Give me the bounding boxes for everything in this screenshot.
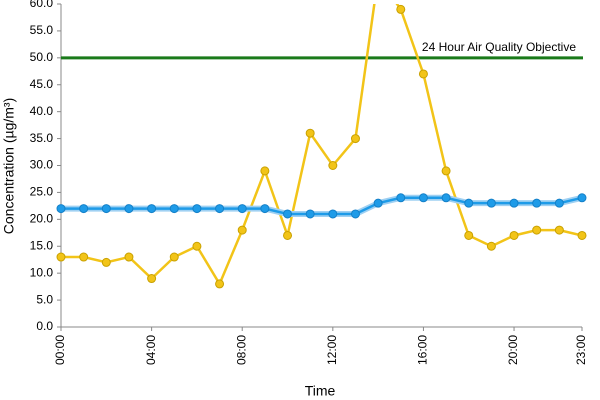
y-tick-label: 5.0	[36, 292, 53, 306]
data-point	[260, 204, 270, 214]
y-tick-label: 10.0	[30, 265, 54, 279]
data-point	[350, 209, 360, 219]
data-point	[192, 241, 202, 251]
y-tick-label: 25.0	[30, 185, 54, 199]
y-tick-label: 35.0	[30, 131, 54, 145]
data-point	[328, 209, 338, 219]
y-tick-label: 20.0	[30, 212, 54, 226]
y-axis-title: Concentration (µg/m³)	[1, 98, 17, 234]
x-tick-label: 20:00	[506, 335, 520, 365]
x-tick-label: 16:00	[416, 335, 430, 365]
data-point	[215, 204, 225, 214]
data-point	[305, 128, 315, 138]
data-point	[532, 198, 542, 208]
data-point	[305, 209, 315, 219]
data-point	[464, 198, 474, 208]
data-point	[396, 193, 406, 203]
data-point	[147, 274, 157, 284]
data-point	[56, 204, 66, 214]
data-point	[215, 279, 225, 289]
data-point	[79, 252, 89, 262]
data-point	[169, 204, 179, 214]
objective-label: 24 Hour Air Quality Objective	[422, 40, 576, 54]
data-point	[509, 198, 519, 208]
data-point	[147, 204, 157, 214]
data-point	[577, 193, 587, 203]
data-point	[124, 204, 134, 214]
y-tick-label: 40.0	[30, 104, 54, 118]
data-point	[56, 252, 66, 262]
data-point	[532, 225, 542, 235]
x-tick-label: 04:00	[144, 335, 158, 365]
data-point	[396, 4, 406, 14]
data-point	[79, 204, 89, 214]
data-point	[350, 134, 360, 144]
data-point	[554, 198, 564, 208]
data-point	[373, 198, 383, 208]
x-tick-label: 12:00	[325, 335, 339, 365]
data-point	[577, 230, 587, 240]
y-tick-label: 0.0	[36, 319, 53, 333]
data-point	[418, 193, 428, 203]
y-tick-label: 30.0	[30, 158, 54, 172]
data-point	[486, 198, 496, 208]
data-point	[237, 204, 247, 214]
data-point	[124, 252, 134, 262]
data-point	[260, 166, 270, 176]
y-tick-label: 45.0	[30, 77, 54, 91]
data-point	[418, 69, 428, 79]
y-tick-label: 15.0	[30, 238, 54, 252]
series-halo	[61, 194, 583, 217]
data-point	[237, 225, 247, 235]
data-point	[101, 204, 111, 214]
x-tick-label: 08:00	[234, 335, 248, 365]
plot-area	[56, 4, 587, 289]
x-tick-label: 00:00	[53, 335, 67, 365]
data-point	[283, 209, 293, 219]
data-point	[169, 252, 179, 262]
data-point	[441, 193, 451, 203]
data-point	[509, 230, 519, 240]
data-point	[486, 241, 496, 251]
data-point	[283, 230, 293, 240]
y-tick-label: 60.0	[30, 0, 54, 10]
data-point	[192, 204, 202, 214]
y-tick-label: 50.0	[30, 50, 54, 64]
data-point	[101, 257, 111, 267]
data-point	[464, 230, 474, 240]
data-point	[328, 161, 338, 170]
x-axis-title: Time	[305, 383, 336, 399]
data-point	[554, 225, 564, 235]
data-point	[441, 166, 451, 176]
x-tick-label: 23:00	[574, 335, 588, 365]
y-tick-label: 55.0	[30, 23, 54, 37]
